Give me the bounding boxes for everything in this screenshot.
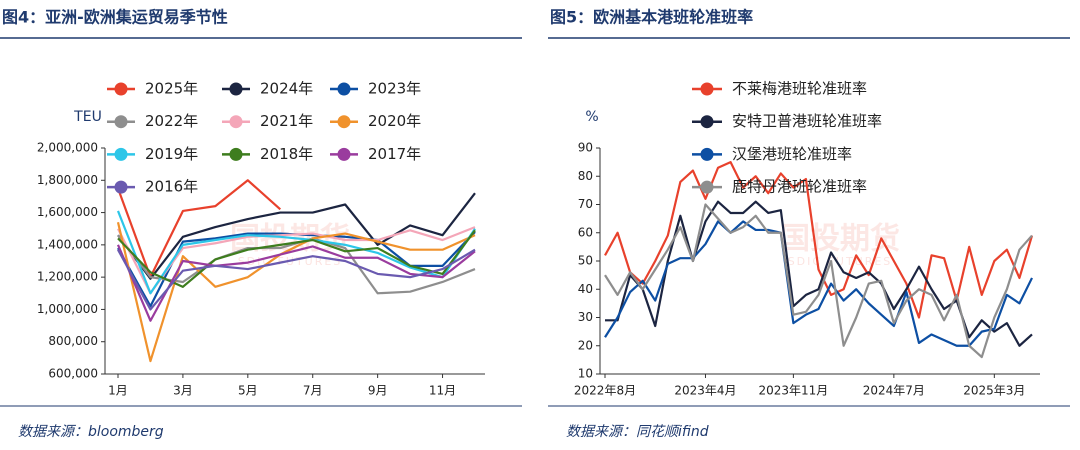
series-line	[116, 179, 282, 279]
legend-dot	[700, 115, 714, 129]
legend-dot	[700, 147, 714, 161]
legend-dot	[229, 147, 243, 161]
legend-dot	[700, 180, 714, 194]
y-tick-label: 40	[578, 282, 593, 296]
y-tick-label: 800,000	[48, 334, 98, 348]
legend-dot	[337, 115, 351, 129]
legend-label: 不莱梅港班轮准班率	[732, 80, 867, 98]
series-line	[116, 244, 476, 322]
legend-label: 2023年	[368, 80, 421, 98]
source: 数据来源：同花顺ifind	[566, 424, 709, 440]
legend-label: 2016年	[145, 178, 198, 196]
legend-label: 2025年	[145, 80, 198, 98]
y-tick-label: 60	[578, 225, 593, 239]
legend-label: 2017年	[368, 145, 421, 163]
legend-dot	[337, 82, 351, 96]
y-tick-label: 2,000,000	[37, 141, 98, 155]
legend-label: 汉堡港班轮准班率	[732, 145, 852, 163]
x-tick-label: 1月	[108, 384, 128, 398]
series-line	[117, 229, 476, 288]
y-tick-label: 1,000,000	[37, 302, 98, 316]
y-axis-label: TEU	[73, 109, 102, 125]
series-line	[116, 210, 476, 295]
series-line	[116, 222, 476, 363]
y-tick-label: 1,800,000	[37, 173, 98, 187]
y-tick-label: 600,000	[48, 367, 98, 381]
x-tick-label: 11月	[429, 384, 456, 398]
legend-label: 2022年	[145, 112, 198, 130]
y-tick-label: 1,600,000	[37, 205, 98, 219]
series-line	[117, 192, 476, 280]
legend-label: 2024年	[260, 80, 313, 98]
legend-label: 安特卫普港班轮准班率	[732, 112, 882, 130]
legend-label: 鹿特丹港班轮准班率	[732, 178, 867, 196]
x-tick-label: 2023年4月	[674, 384, 736, 398]
watermark-sub: SDIC FUTURES	[788, 255, 893, 268]
y-tick-label: 80	[578, 169, 593, 183]
y-tick-label: 50	[578, 254, 593, 268]
legend-label: 2020年	[368, 112, 421, 130]
x-tick-label: 2024年7月	[863, 384, 925, 398]
series-line	[117, 226, 476, 295]
series-line	[604, 203, 1033, 359]
legend-dot	[229, 115, 243, 129]
y-tick-label: 10	[578, 367, 593, 381]
legend-label: 2018年	[260, 145, 313, 163]
y-tick-label: 90	[578, 141, 593, 155]
legend-dot	[229, 82, 243, 96]
series-line	[604, 161, 1034, 319]
series-line	[604, 220, 1033, 347]
legend-dot	[700, 82, 714, 96]
legend-dot	[337, 147, 351, 161]
legend-dot	[114, 115, 128, 129]
series-line	[117, 248, 476, 311]
y-tick-label: 1,400,000	[37, 237, 98, 251]
x-tick-label: 3月	[173, 384, 193, 398]
x-tick-label: 5月	[238, 384, 258, 398]
y-tick-label: 30	[578, 310, 593, 324]
source: 数据来源：bloomberg	[18, 424, 164, 440]
chart-title: 图5：欧洲基本港班轮准班率	[550, 8, 753, 27]
y-axis-label: %	[585, 109, 598, 125]
y-tick-label: 1,200,000	[37, 270, 98, 284]
x-tick-label: 9月	[368, 384, 388, 398]
y-tick-label: 70	[578, 197, 593, 211]
x-tick-label: 7月	[303, 384, 323, 398]
legend-dot	[114, 180, 128, 194]
legend-dot	[114, 82, 128, 96]
chart-title: 图4：亚洲-欧洲集运贸易季节性	[2, 8, 228, 27]
legend-label: 2019年	[145, 145, 198, 163]
x-tick-label: 2025年3月	[963, 384, 1025, 398]
x-tick-label: 2023年11月	[758, 384, 828, 398]
x-tick-label: 2022年8月	[574, 384, 636, 398]
legend-label: 2021年	[260, 112, 313, 130]
y-tick-label: 20	[578, 338, 593, 352]
legend-dot	[114, 147, 128, 161]
